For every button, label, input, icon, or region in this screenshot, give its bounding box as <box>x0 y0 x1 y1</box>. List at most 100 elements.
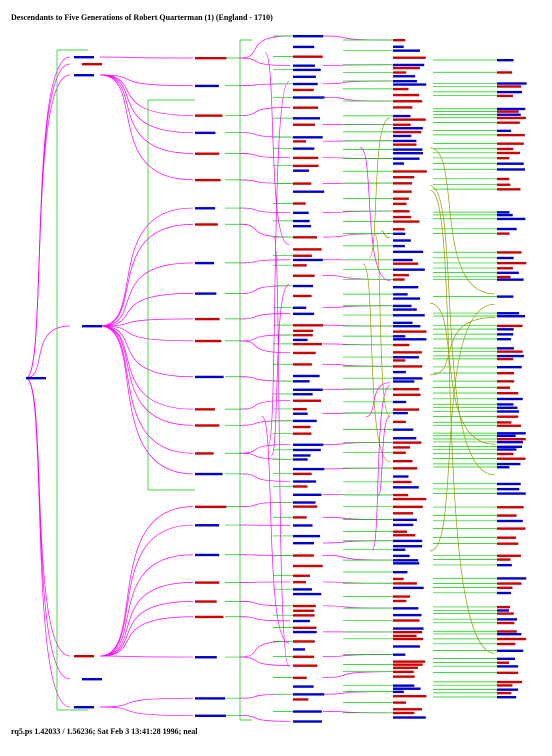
male-person-box <box>74 706 94 709</box>
female-person-box <box>497 371 515 375</box>
male-person-box <box>393 250 424 254</box>
child-link <box>239 179 291 184</box>
male-person-box <box>293 541 314 545</box>
male-person-box <box>293 534 321 538</box>
male-person-box <box>393 687 421 690</box>
female-person-box <box>393 170 427 173</box>
female-person-box <box>497 85 522 88</box>
male-person-box <box>393 475 409 478</box>
male-person-box <box>82 678 102 681</box>
female-person-box <box>393 123 411 126</box>
child-link <box>261 415 290 644</box>
male-person-box <box>497 434 516 438</box>
cross-link <box>380 230 391 239</box>
child-link <box>239 153 291 159</box>
cross-link <box>429 317 496 376</box>
male-person-box <box>393 268 425 271</box>
male-person-box <box>393 304 412 308</box>
female-person-box <box>195 339 222 343</box>
male-person-box <box>393 114 411 118</box>
female-person-box <box>393 66 420 70</box>
male-person-box <box>393 325 421 328</box>
female-person-box <box>497 586 513 589</box>
child-link <box>99 582 194 657</box>
male-person-box <box>393 356 419 359</box>
female-person-box <box>393 467 418 470</box>
male-person-box <box>393 152 424 155</box>
child-link <box>99 524 194 657</box>
cross-link <box>374 234 391 417</box>
female-person-box <box>293 614 315 617</box>
female-person-box <box>393 660 426 663</box>
female-person-box <box>293 516 307 519</box>
male-person-box <box>497 410 520 413</box>
female-person-box <box>497 110 519 113</box>
child-link <box>25 325 71 379</box>
male-person-box <box>293 96 325 99</box>
male-person-box <box>497 90 523 94</box>
female-person-box <box>497 251 522 254</box>
male-person-box <box>497 695 517 699</box>
female-person-box <box>393 420 406 424</box>
female-person-box <box>497 350 523 353</box>
female-person-box <box>393 497 427 501</box>
child-link <box>273 236 290 667</box>
female-person-box <box>293 432 312 435</box>
female-person-box <box>195 57 227 60</box>
child-link <box>322 35 392 41</box>
female-person-box <box>293 664 318 667</box>
male-person-box <box>393 127 423 130</box>
male-person-box <box>497 440 523 444</box>
child-link <box>239 640 291 658</box>
male-person-box <box>293 64 315 67</box>
female-person-box <box>293 202 306 205</box>
female-person-box <box>497 671 519 675</box>
male-person-box <box>393 134 412 138</box>
female-person-box <box>293 655 315 659</box>
male-person-box <box>293 592 322 596</box>
child-link <box>99 207 194 327</box>
male-person-box <box>393 75 416 78</box>
male-person-box <box>293 312 315 316</box>
female-person-box <box>393 130 422 134</box>
male-person-box <box>293 147 315 150</box>
female-person-box <box>293 264 307 267</box>
female-person-box <box>293 156 319 160</box>
male-person-box <box>293 338 308 342</box>
female-person-box <box>393 599 407 603</box>
male-person-box <box>293 374 320 378</box>
male-person-box <box>393 380 415 383</box>
child-link <box>322 691 392 695</box>
male-person-box <box>393 45 404 48</box>
male-person-box <box>393 370 406 374</box>
female-person-box <box>393 393 421 396</box>
female-person-box <box>497 536 516 539</box>
female-person-box <box>393 39 406 42</box>
male-person-box <box>497 328 514 331</box>
male-person-box <box>393 607 419 610</box>
female-person-box <box>497 554 521 557</box>
female-person-box <box>393 228 405 231</box>
female-person-box <box>393 595 411 598</box>
male-person-box <box>497 271 519 275</box>
female-person-box <box>195 452 214 455</box>
male-person-box <box>497 227 517 231</box>
child-link <box>322 233 392 238</box>
male-person-box <box>393 518 417 522</box>
female-person-box <box>293 333 313 337</box>
male-person-box <box>497 295 514 298</box>
spouse-link <box>147 99 195 491</box>
female-person-box <box>497 661 510 664</box>
female-person-box <box>497 457 526 460</box>
male-person-box <box>497 665 519 668</box>
male-person-box <box>195 656 217 659</box>
child-link <box>99 325 194 454</box>
child-link <box>239 715 291 722</box>
female-person-box <box>497 121 520 124</box>
male-person-box <box>393 545 423 548</box>
male-person-box <box>497 462 521 466</box>
female-person-box <box>497 452 514 456</box>
male-person-box <box>195 697 226 700</box>
female-person-box <box>293 472 312 476</box>
